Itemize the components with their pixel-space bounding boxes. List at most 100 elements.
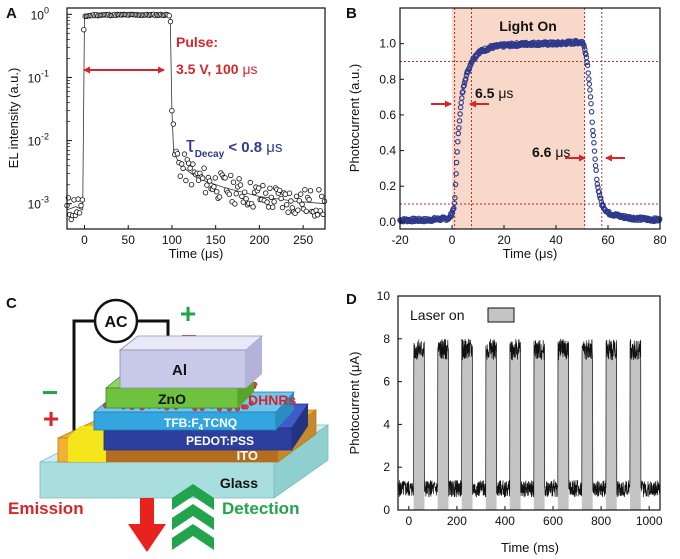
el-intensity-point bbox=[278, 195, 284, 202]
panel-a-x-ticks: 0 50 100 150 200 250 bbox=[81, 225, 313, 247]
el-intensity-point bbox=[316, 187, 322, 193]
x-tick-label: 400 bbox=[495, 514, 515, 528]
el-intensity-point bbox=[270, 204, 276, 210]
el-intensity-point bbox=[232, 201, 238, 207]
panel-b-plot-area bbox=[397, 8, 663, 229]
photocurrent-point bbox=[465, 69, 471, 75]
el-intensity-point bbox=[174, 151, 181, 157]
photocurrent-point bbox=[455, 138, 461, 145]
el-intensity-point bbox=[319, 193, 325, 200]
detection-chevron-3 bbox=[172, 524, 214, 550]
laser-on-legend-label: Laser on bbox=[410, 307, 464, 323]
photocurrent-point bbox=[600, 202, 606, 208]
pulse-label-line1: Pulse: bbox=[176, 34, 218, 50]
photocurrent-point bbox=[596, 189, 602, 195]
photocurrent-point bbox=[463, 76, 469, 82]
el-intensity-point bbox=[303, 208, 309, 214]
photocurrent-point bbox=[583, 51, 589, 58]
emission-label: Emission bbox=[8, 499, 84, 518]
photocurrent-point bbox=[451, 200, 458, 206]
panel-a-y-label: EL intensity (a.u.) bbox=[6, 68, 21, 169]
x-tick-label: 600 bbox=[543, 514, 563, 528]
el-intensity-point bbox=[243, 196, 249, 202]
photocurrent-point bbox=[590, 127, 596, 134]
laser-on-bar bbox=[509, 349, 521, 510]
electrode-pad-top bbox=[68, 426, 106, 450]
y-tick-label: 0 bbox=[383, 503, 390, 517]
el-intensity-point bbox=[227, 172, 234, 179]
photocurrent-point bbox=[596, 192, 603, 199]
laser-on-bar bbox=[581, 349, 593, 510]
y-tick-label: 0.4 bbox=[379, 144, 396, 158]
el-intensity-point bbox=[277, 187, 283, 194]
el-intensity-point bbox=[285, 209, 291, 215]
el-intensity-point bbox=[237, 182, 244, 188]
y-tick-label: 10-2 bbox=[28, 132, 49, 149]
panel-d-letter: D bbox=[346, 291, 357, 308]
photocurrent-point bbox=[455, 130, 462, 137]
laser-on-bar bbox=[485, 349, 497, 510]
panel-b-y-label: Photocurrent (a.u.) bbox=[347, 64, 362, 172]
photocurrent-point bbox=[461, 82, 467, 89]
el-intensity-point bbox=[226, 191, 232, 197]
x-tick-label: 800 bbox=[591, 514, 611, 528]
left-plus-sign: + bbox=[43, 403, 59, 434]
ito-label: ITO bbox=[237, 448, 258, 463]
laser-on-bar bbox=[413, 349, 425, 510]
el-intensity-point bbox=[267, 185, 273, 191]
el-intensity-point bbox=[178, 161, 185, 167]
tau-decay-label: τDecay < 0.8 μs bbox=[186, 132, 282, 160]
el-intensity-point bbox=[71, 197, 77, 203]
zno-label: ZnO bbox=[158, 391, 186, 407]
nanorod-dot bbox=[248, 400, 254, 406]
el-intensity-point bbox=[299, 201, 305, 208]
photocurrent-point bbox=[594, 176, 600, 183]
panel-d-y-label: Photocurrent (μA) bbox=[347, 352, 362, 455]
x-tick-label: 50 bbox=[122, 233, 136, 247]
light-on-label: Light On bbox=[499, 18, 557, 34]
photocurrent-point bbox=[590, 132, 597, 139]
photocurrent-point bbox=[592, 162, 599, 169]
el-intensity-point bbox=[260, 182, 266, 189]
panel-a-y-ticks: 100 10-1 10-2 10-3 bbox=[28, 5, 72, 212]
photocurrent-point bbox=[591, 148, 598, 154]
electrode-pad bbox=[68, 450, 106, 462]
y-tick-label: 2 bbox=[383, 460, 390, 474]
panel-d-plot-area bbox=[397, 338, 661, 510]
panel-b: B -20 0 20 40 60 80 0.0 0.2 0.4 0.6 0.8 1.0 Time (… bbox=[346, 5, 667, 261]
photocurrent-point bbox=[588, 100, 594, 107]
laser-on-bar bbox=[557, 349, 569, 510]
photocurrent-point bbox=[453, 159, 460, 166]
photocurrent-point bbox=[595, 184, 601, 190]
el-intensity-point bbox=[181, 151, 188, 157]
panel-b-x-ticks: -20 0 20 40 60 80 bbox=[391, 225, 667, 247]
el-intensity-point bbox=[236, 176, 242, 182]
y-tick-label: 6 bbox=[383, 375, 390, 389]
pedot-label: PEDOT:PSS bbox=[186, 434, 254, 448]
photocurrent-trace bbox=[397, 338, 661, 498]
x-tick-label: 200 bbox=[249, 233, 269, 247]
tfb-label: TFB:F4TCNQ bbox=[164, 416, 237, 432]
panel-a-frame bbox=[66, 7, 326, 230]
el-intensity-point bbox=[233, 190, 239, 197]
dhnrs-label: DHNRs bbox=[248, 392, 296, 408]
panel-a: A 0 50 100 150 200 250 100 10-1 10-2 10-3 Time (… bbox=[6, 5, 328, 261]
photocurrent-point bbox=[454, 149, 460, 155]
al-side bbox=[246, 336, 262, 388]
photocurrent-point bbox=[448, 213, 455, 219]
el-intensity-point bbox=[78, 202, 84, 209]
photocurrent-point bbox=[587, 94, 594, 100]
photocurrent-point bbox=[586, 76, 592, 82]
el-intensity-point bbox=[202, 189, 209, 196]
x-tick-label: 80 bbox=[653, 233, 667, 247]
panel-d: D 0 200 400 600 800 1000 0 2 4 6 8 10 Time (ms) Ph… bbox=[346, 289, 663, 555]
el-intensity-point bbox=[317, 208, 323, 214]
y-tick-label: 10 bbox=[377, 289, 391, 303]
photocurrent-point bbox=[598, 195, 604, 201]
panel-a-x-label: Time (μs) bbox=[169, 246, 224, 261]
el-intensity-point bbox=[166, 12, 172, 19]
el-intensity-point bbox=[264, 199, 270, 205]
panel-d-y-ticks: 0 2 4 6 8 10 bbox=[377, 289, 402, 517]
el-intensity-point bbox=[307, 187, 314, 194]
